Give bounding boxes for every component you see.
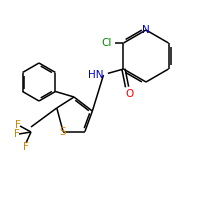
Text: F: F [15,120,21,130]
Text: HN: HN [88,70,103,80]
Text: F: F [23,142,29,152]
Text: S: S [60,127,66,137]
Text: F: F [14,129,20,139]
Text: N: N [142,25,150,35]
Text: O: O [125,89,133,99]
Text: Cl: Cl [101,38,111,48]
